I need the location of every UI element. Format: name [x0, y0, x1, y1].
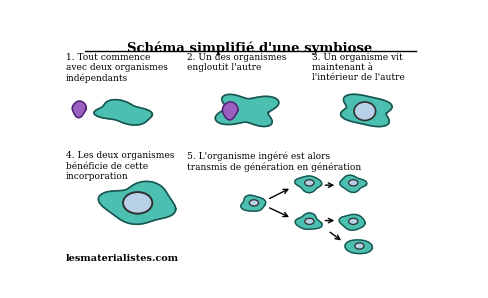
- Ellipse shape: [305, 218, 314, 224]
- Ellipse shape: [355, 243, 364, 249]
- Ellipse shape: [348, 218, 358, 224]
- Ellipse shape: [123, 192, 152, 214]
- Polygon shape: [339, 214, 365, 230]
- Polygon shape: [72, 101, 86, 118]
- Text: 5. L'organisme ingéré est alors
transmis de génération en génération: 5. L'organisme ingéré est alors transmis…: [187, 151, 361, 172]
- Polygon shape: [241, 195, 265, 211]
- Polygon shape: [341, 94, 392, 127]
- Polygon shape: [295, 176, 322, 193]
- Ellipse shape: [305, 180, 314, 186]
- Polygon shape: [215, 94, 279, 126]
- Polygon shape: [99, 181, 176, 224]
- Polygon shape: [295, 213, 322, 229]
- Ellipse shape: [249, 200, 259, 206]
- Ellipse shape: [354, 102, 376, 120]
- Ellipse shape: [348, 180, 358, 186]
- Text: lesmaterialistes.com: lesmaterialistes.com: [66, 254, 179, 263]
- Text: 3. Un organisme vit
maintenant à
l'intérieur de l'autre: 3. Un organisme vit maintenant à l'intér…: [312, 53, 406, 83]
- Text: Schéma simplifié d'une symbiose: Schéma simplifié d'une symbiose: [127, 42, 373, 55]
- Text: 2. Un des organismes
engloutit l'autre: 2. Un des organismes engloutit l'autre: [187, 53, 286, 72]
- Polygon shape: [345, 240, 372, 254]
- Text: 4. Les deux organismes
bénéficie de cette
incorporation: 4. Les deux organismes bénéficie de cett…: [66, 151, 174, 181]
- Text: 1. Tout commence
avec deux organismes
indépendants: 1. Tout commence avec deux organismes in…: [66, 53, 168, 83]
- Polygon shape: [94, 100, 152, 125]
- Polygon shape: [223, 102, 238, 120]
- Polygon shape: [340, 175, 367, 193]
